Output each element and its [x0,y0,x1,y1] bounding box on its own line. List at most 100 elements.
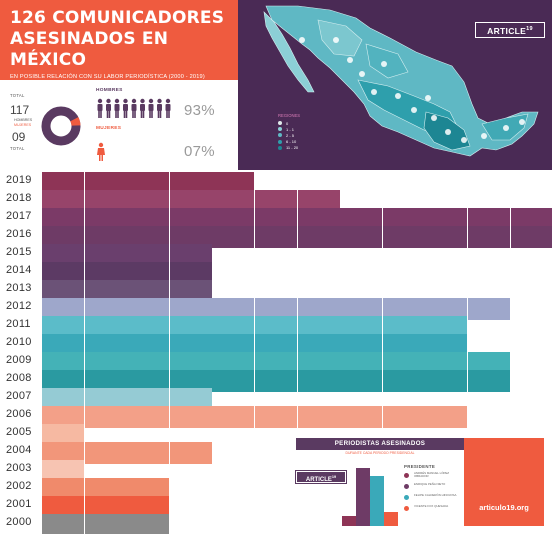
case-card[interactable] [169,370,212,392]
case-card[interactable] [297,190,340,212]
case-card[interactable] [169,172,212,194]
case-card[interactable] [84,388,127,410]
case-card[interactable] [169,244,212,266]
case-card[interactable] [425,316,468,338]
case-card[interactable] [42,352,84,374]
case-card[interactable] [169,406,212,428]
case-card[interactable] [84,172,127,194]
case-card[interactable] [84,298,127,320]
case-card[interactable] [169,208,212,230]
case-card[interactable] [382,316,425,338]
case-card[interactable] [212,370,255,392]
case-card[interactable] [212,172,255,194]
case-card[interactable] [425,298,468,320]
case-card[interactable] [254,370,297,392]
case-card[interactable] [42,244,84,266]
case-card[interactable] [42,478,84,500]
case-card[interactable] [42,514,84,534]
website-link[interactable]: articulo19.org [479,503,529,512]
case-card[interactable] [127,442,170,464]
case-card[interactable] [127,262,170,284]
case-card[interactable] [382,208,425,230]
case-card[interactable] [42,442,84,464]
case-card[interactable] [340,316,383,338]
case-card[interactable] [42,208,84,230]
case-card[interactable] [42,172,84,194]
case-card[interactable] [254,190,297,212]
case-card[interactable] [127,388,170,410]
case-card[interactable] [127,226,170,248]
case-card[interactable] [127,406,170,428]
case-card[interactable] [297,334,340,356]
case-card[interactable] [382,370,425,392]
case-card[interactable] [42,460,84,482]
case-card[interactable] [254,208,297,230]
case-card[interactable] [297,316,340,338]
case-card[interactable] [425,208,468,230]
case-card[interactable] [42,496,84,518]
case-card[interactable] [42,370,84,392]
case-card[interactable] [84,262,127,284]
case-card[interactable] [127,280,170,302]
case-card[interactable] [84,280,127,302]
case-card[interactable] [127,370,170,392]
case-card[interactable] [84,334,127,356]
case-card[interactable] [127,190,170,212]
case-card[interactable] [42,406,84,428]
case-card[interactable] [127,352,170,374]
case-card[interactable] [467,226,510,248]
case-card[interactable] [297,370,340,392]
case-card[interactable] [382,334,425,356]
case-card[interactable] [212,352,255,374]
case-card[interactable] [425,226,468,248]
case-card[interactable] [382,352,425,374]
case-card[interactable] [127,316,170,338]
case-card[interactable] [254,334,297,356]
case-card[interactable] [84,478,127,500]
case-card[interactable] [425,334,468,356]
case-card[interactable] [425,352,468,374]
case-card[interactable] [169,190,212,212]
case-card[interactable] [297,406,340,428]
case-card[interactable] [169,298,212,320]
case-card[interactable] [467,370,510,392]
case-card[interactable] [127,208,170,230]
case-card[interactable] [297,298,340,320]
case-card[interactable] [84,244,127,266]
case-card[interactable] [212,298,255,320]
case-card[interactable] [340,352,383,374]
case-card[interactable] [169,316,212,338]
case-card[interactable] [84,442,127,464]
case-card[interactable] [42,424,84,446]
case-card[interactable] [84,514,127,534]
case-card[interactable] [169,226,212,248]
case-card[interactable] [254,406,297,428]
case-card[interactable] [84,208,127,230]
case-card[interactable] [127,496,170,518]
case-card[interactable] [467,352,510,374]
case-card[interactable] [254,298,297,320]
case-card[interactable] [467,298,510,320]
case-card[interactable] [42,226,84,248]
case-card[interactable] [340,298,383,320]
case-card[interactable] [212,190,255,212]
case-card[interactable] [212,226,255,248]
case-card[interactable] [297,352,340,374]
case-card[interactable] [84,316,127,338]
case-card[interactable] [212,316,255,338]
case-card[interactable] [340,370,383,392]
case-card[interactable] [382,226,425,248]
case-card[interactable] [42,298,84,320]
case-card[interactable] [212,334,255,356]
case-card[interactable] [254,316,297,338]
case-card[interactable] [510,226,552,248]
case-card[interactable] [127,244,170,266]
case-card[interactable] [84,406,127,428]
case-card[interactable] [127,334,170,356]
case-card[interactable] [84,190,127,212]
case-card[interactable] [467,208,510,230]
case-card[interactable] [510,208,552,230]
case-card[interactable] [127,298,170,320]
case-card[interactable] [382,406,425,428]
case-card[interactable] [297,208,340,230]
